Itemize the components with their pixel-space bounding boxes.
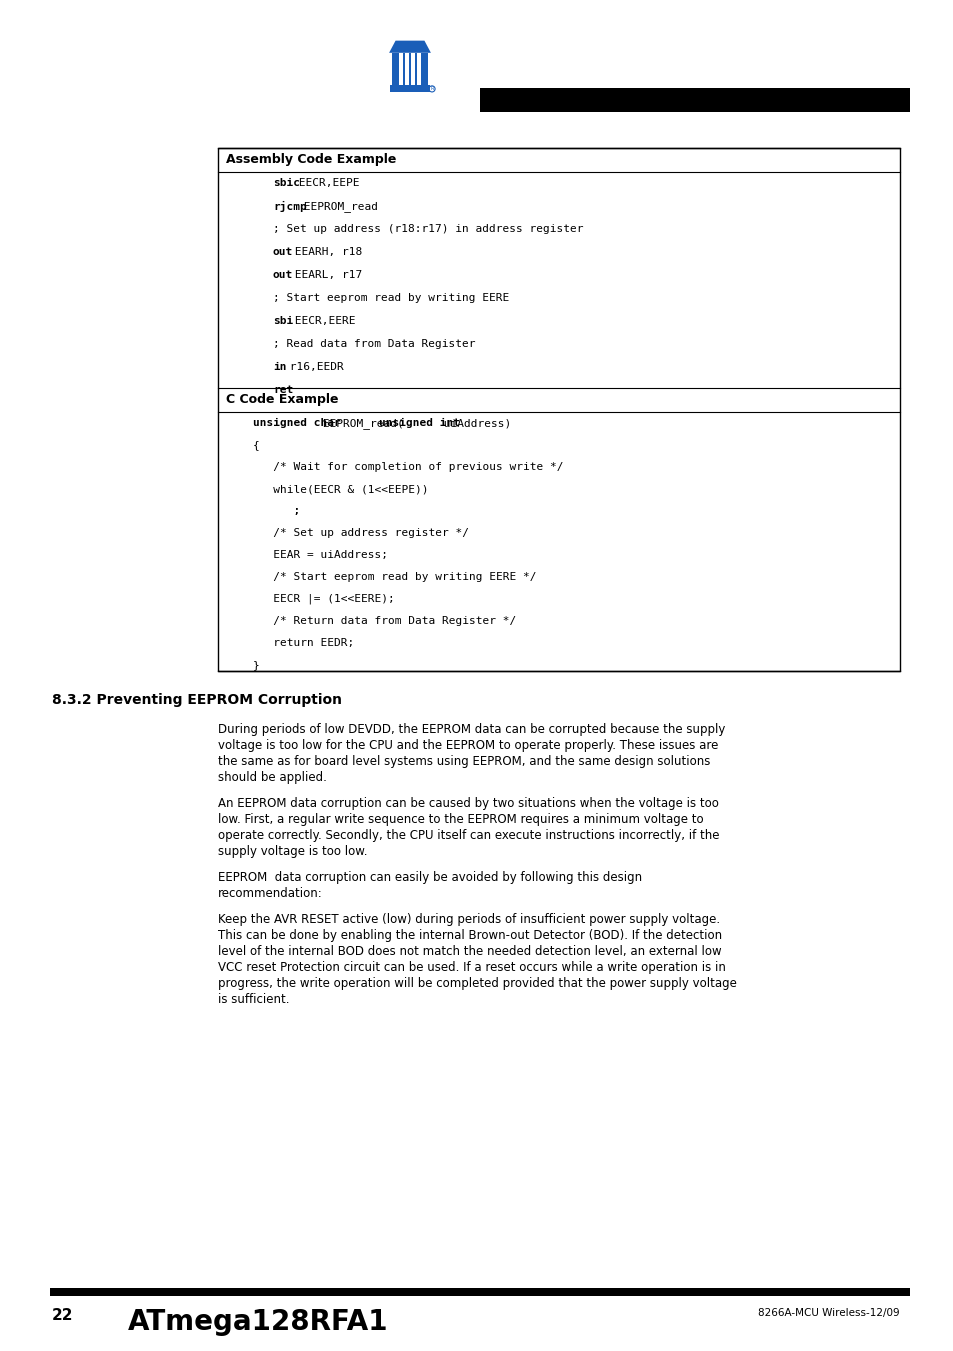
Text: EECR |= (1<<EERE);: EECR |= (1<<EERE);	[253, 594, 395, 604]
Text: ;: ;	[253, 507, 300, 516]
Text: r16,EEDR: r16,EEDR	[282, 362, 343, 372]
Text: C Code Example: C Code Example	[226, 393, 338, 407]
Text: EEPROM_read(: EEPROM_read(	[315, 417, 403, 428]
Text: low. First, a regular write sequence to the EEPROM requires a minimum voltage to: low. First, a regular write sequence to …	[218, 813, 703, 825]
Text: An EEPROM data corruption can be caused by two situations when the voltage is to: An EEPROM data corruption can be caused …	[218, 797, 719, 811]
Text: VCC reset Protection circuit can be used. If a reset occurs while a write operat: VCC reset Protection circuit can be used…	[218, 961, 725, 974]
Text: return EEDR;: return EEDR;	[253, 638, 354, 648]
Text: the same as for board level systems using EEPROM, and the same design solutions: the same as for board level systems usin…	[218, 755, 710, 767]
Text: voltage is too low for the CPU and the EEPROM to operate properly. These issues : voltage is too low for the CPU and the E…	[218, 739, 718, 753]
Bar	[398, 53, 402, 85]
Text: ; Set up address (r18:r17) in address register: ; Set up address (r18:r17) in address re…	[273, 224, 583, 234]
Text: unsigned char: unsigned char	[253, 417, 340, 428]
Text: out: out	[273, 247, 293, 257]
Text: This can be done by enabling the internal Brown-out Detector (BOD). If the detec: This can be done by enabling the interna…	[218, 929, 721, 942]
Text: 8266A-MCU Wireless-12/09: 8266A-MCU Wireless-12/09	[758, 1308, 899, 1319]
Bar	[479, 88, 909, 112]
Text: sbi: sbi	[273, 316, 293, 326]
Text: ret: ret	[273, 385, 293, 394]
Bar	[405, 53, 408, 85]
Text: EEARH, r18: EEARH, r18	[287, 247, 361, 257]
Text: EECR,EERE: EECR,EERE	[287, 316, 355, 326]
Text: EEPROM_read: EEPROM_read	[297, 201, 377, 212]
Text: out: out	[273, 270, 293, 280]
Bar	[417, 53, 420, 85]
Text: level of the internal BOD does not match the needed detection level, an external: level of the internal BOD does not match…	[218, 944, 720, 958]
Text: operate correctly. Secondly, the CPU itself can execute instructions incorrectly: operate correctly. Secondly, the CPU its…	[218, 830, 719, 842]
Text: 8.3.2 Preventing EEPROM Corruption: 8.3.2 Preventing EEPROM Corruption	[52, 693, 341, 707]
Text: recommendation:: recommendation:	[218, 888, 322, 900]
Text: ; Read data from Data Register: ; Read data from Data Register	[273, 339, 475, 349]
Bar	[50, 1288, 909, 1296]
Text: R: R	[430, 86, 434, 92]
Text: in: in	[273, 362, 286, 372]
Text: 22: 22	[52, 1308, 73, 1323]
Text: rjcmp: rjcmp	[273, 201, 307, 212]
Polygon shape	[389, 41, 431, 53]
Text: EEAR = uiAddress;: EEAR = uiAddress;	[253, 550, 388, 561]
Text: During periods of low DEVDD, the EEPROM data can be corrupted because the supply: During periods of low DEVDD, the EEPROM …	[218, 723, 724, 736]
Text: is sufficient.: is sufficient.	[218, 993, 289, 1006]
Text: Keep the AVR RESET active (low) during periods of insufficient power supply volt: Keep the AVR RESET active (low) during p…	[218, 913, 720, 925]
Text: supply voltage is too low.: supply voltage is too low.	[218, 844, 367, 858]
Text: should be applied.: should be applied.	[218, 771, 327, 784]
Text: EEARL, r17: EEARL, r17	[287, 270, 361, 280]
Bar	[392, 53, 428, 85]
Text: while(EECR & (1<<EEPE)): while(EECR & (1<<EEPE))	[253, 484, 428, 494]
Bar	[411, 53, 415, 85]
Text: ATmega128RFA1: ATmega128RFA1	[128, 1308, 388, 1336]
Text: sbic: sbic	[273, 178, 299, 188]
Text: /* Start eeprom read by writing EERE */: /* Start eeprom read by writing EERE */	[253, 571, 536, 582]
Text: /* Set up address register */: /* Set up address register */	[253, 528, 469, 538]
Bar	[218, 149, 899, 671]
Text: /* Return data from Data Register */: /* Return data from Data Register */	[253, 616, 516, 626]
Text: /* Wait for completion of previous write */: /* Wait for completion of previous write…	[253, 462, 563, 471]
Text: unsigned int: unsigned int	[378, 417, 459, 428]
Bar	[390, 85, 429, 92]
Text: Assembly Code Example: Assembly Code Example	[226, 153, 395, 166]
Text: progress, the write operation will be completed provided that the power supply v: progress, the write operation will be co…	[218, 977, 736, 990]
Text: ; Start eeprom read by writing EERE: ; Start eeprom read by writing EERE	[273, 293, 509, 303]
Text: EEPROM  data corruption can easily be avoided by following this design: EEPROM data corruption can easily be avo…	[218, 871, 641, 884]
Text: {: {	[253, 440, 259, 450]
Text: }: }	[253, 661, 259, 670]
Text: EECR,EEPE: EECR,EEPE	[292, 178, 359, 188]
Text: uiAddress): uiAddress)	[436, 417, 511, 428]
